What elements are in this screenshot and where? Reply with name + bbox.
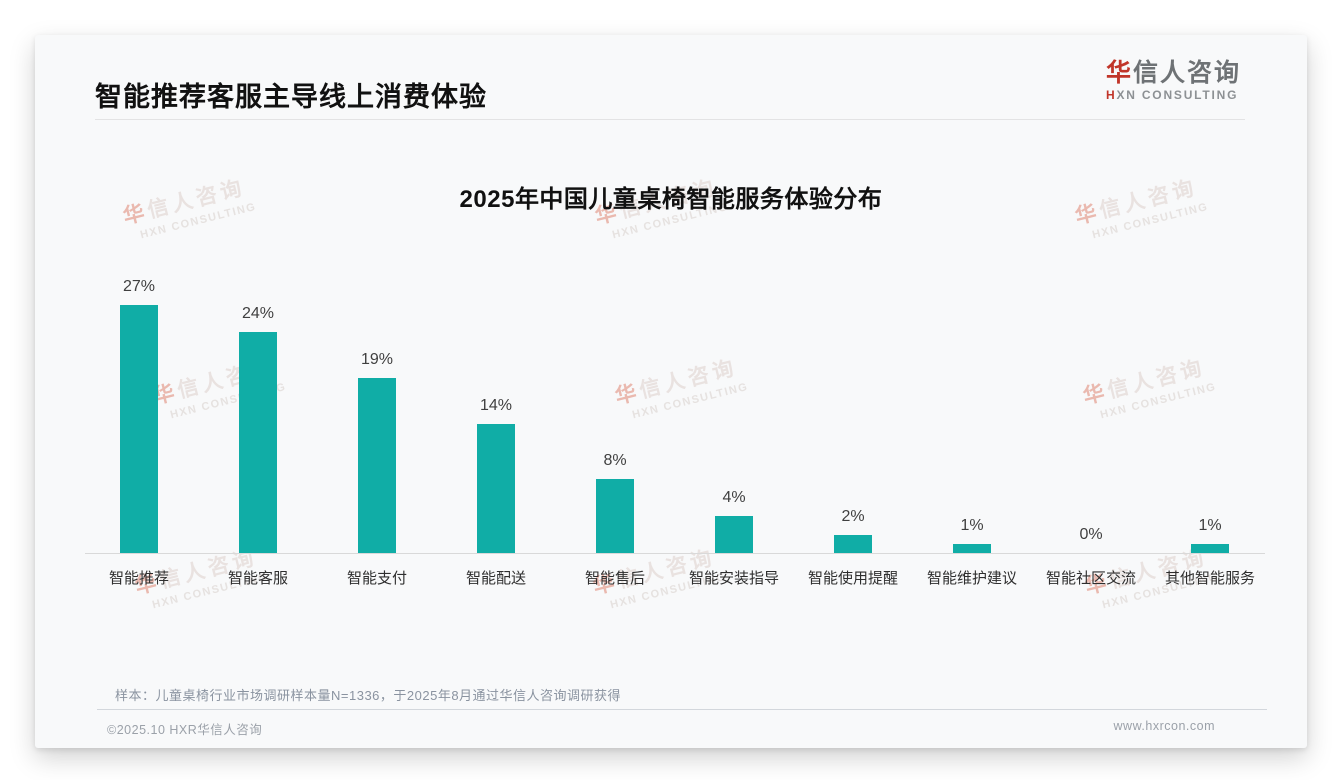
footer-divider [97,709,1267,710]
bar [477,424,515,553]
page-title: 智能推荐客服主导线上消费体验 [95,82,487,112]
bar [715,516,753,553]
logo-en-gray-letters: XN CONSULTING [1116,87,1239,102]
website-url: www.hxrcon.com [1113,719,1215,733]
category-label: 智能售后 [584,570,645,587]
bar-value-label: 1% [1198,517,1222,534]
logo-gray-chars: 信人咨询 [1132,59,1241,87]
bar [239,332,277,553]
bar [953,544,991,553]
bar [834,535,872,553]
company-logo: 华信人咨询 HXN CONSULTING [1106,59,1241,102]
logo-red-char: 华 [1105,59,1133,87]
category-label: 智能安装指导 [688,570,779,587]
category-label: 智能客服 [227,570,288,587]
category-label: 智能支付 [346,570,407,587]
chart-title: 2025年中国儿童桌椅智能服务体验分布 [459,186,883,213]
category-label: 智能社区交流 [1045,570,1136,587]
logo-english-text: HXN CONSULTING [1106,88,1241,102]
bar-value-label: 2% [841,508,865,525]
bar-value-label: 0% [1079,526,1103,543]
bar-chart: 27% 智能推荐 24% 智能客服 19% 智能支付 14% 智能配送 8% 智能售后 4% 智能安装… [35,35,1307,748]
bar-value-label: 1% [960,517,984,534]
bar-value-label: 19% [360,351,394,368]
copyright-text: ©2025.10 HXR华信人咨询 [107,723,263,737]
logo-chinese-text: 华信人咨询 [1106,59,1241,88]
bar [120,305,158,553]
category-label: 智能维护建议 [926,570,1017,587]
bar-value-label: 14% [479,397,513,414]
report-card: 智能推荐客服主导线上消费体验 华信人咨询 HXN CONSULTING 2025… [35,35,1307,748]
category-label: 智能推荐 [108,570,169,587]
sample-note: 样本：儿童桌椅行业市场调研样本量N=1336，于2025年8月通过华信人咨询调研… [115,688,622,703]
bar-value-label: 27% [122,278,156,295]
bar [358,378,396,553]
x-axis-line [85,553,1265,554]
bar-value-label: 4% [722,489,746,506]
category-label: 智能配送 [465,570,526,587]
bar [1191,544,1229,553]
category-label: 其他智能服务 [1164,570,1255,587]
header-divider [95,119,1245,120]
bar [596,479,634,553]
bar-value-label: 24% [241,305,275,322]
bar-value-label: 8% [603,452,627,469]
category-label: 智能使用提醒 [807,570,898,587]
logo-en-red-letter: H [1105,87,1117,102]
